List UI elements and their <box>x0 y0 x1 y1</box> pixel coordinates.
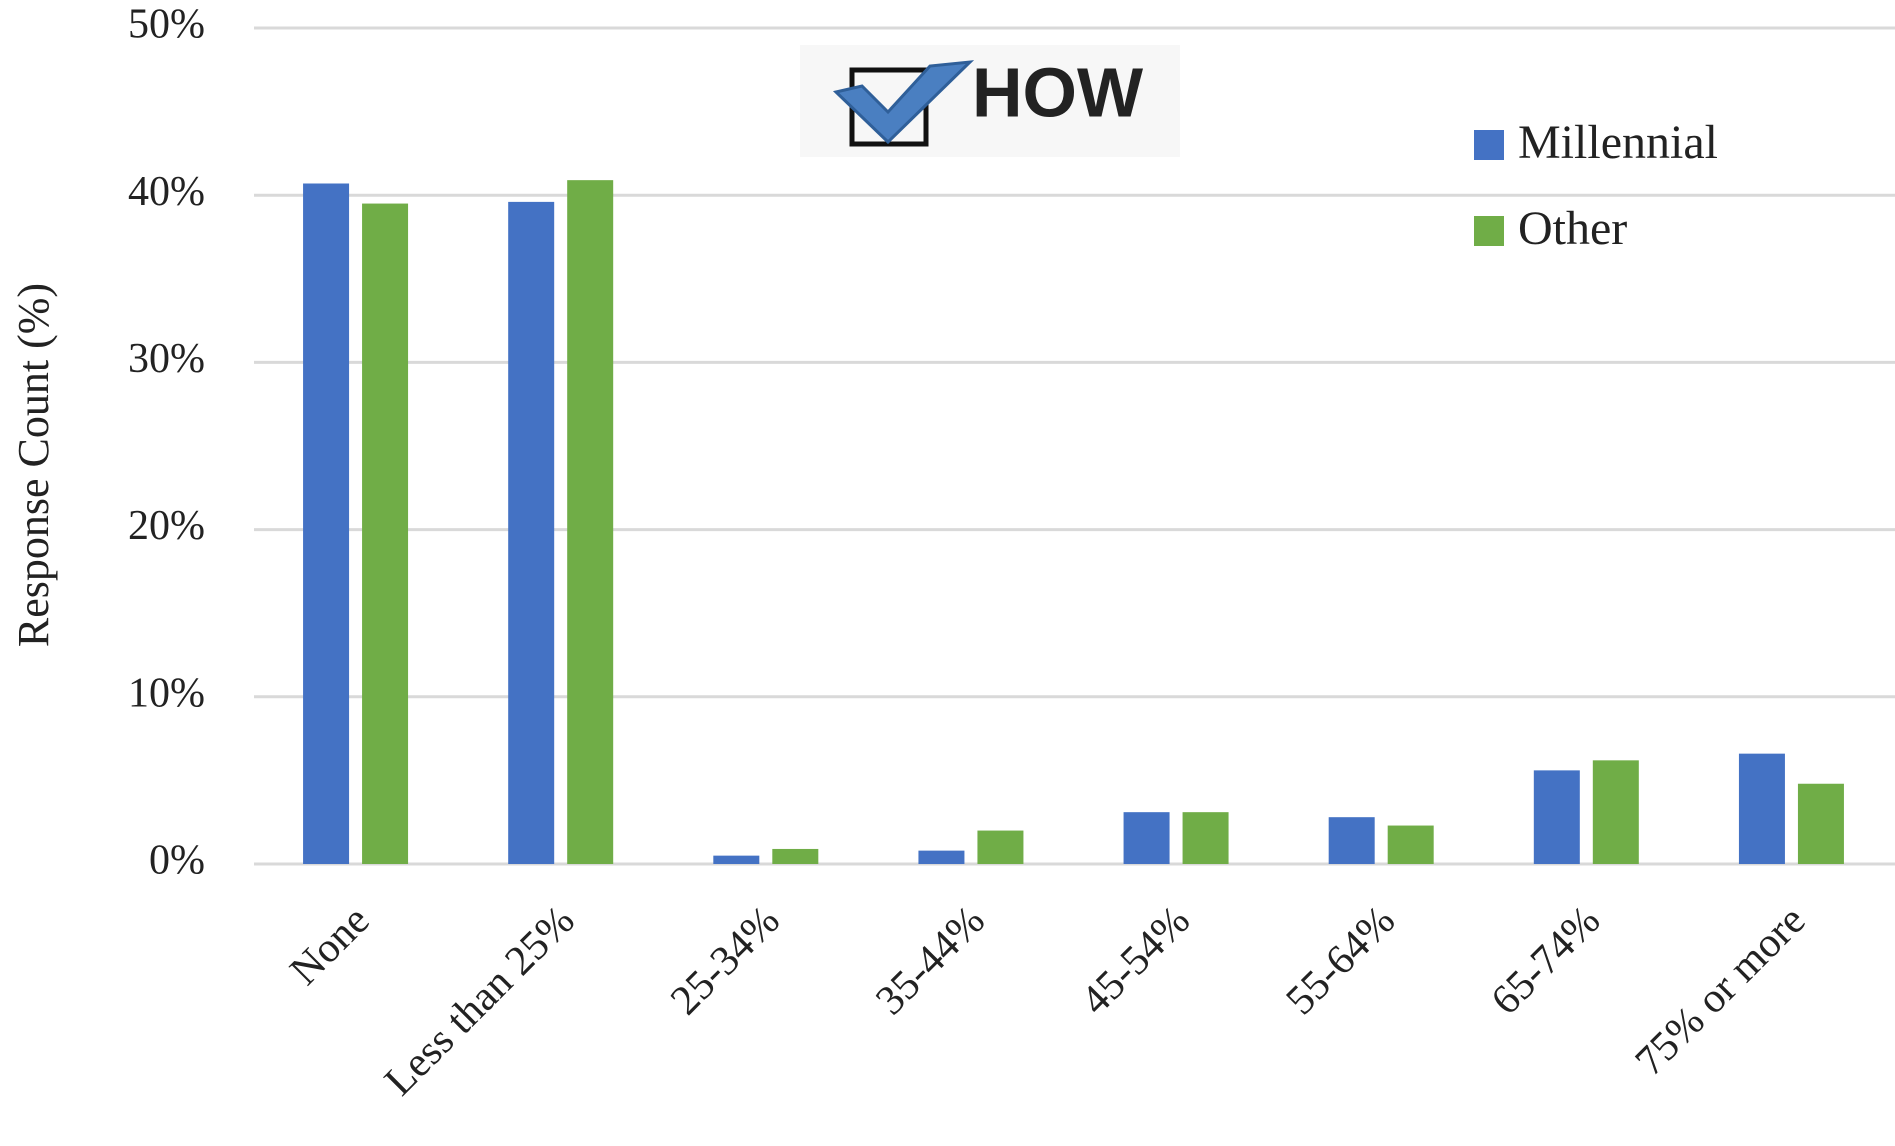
legend-label: Other <box>1518 202 1627 255</box>
y-tick-label: 40% <box>128 169 205 215</box>
x-tick-label: 75% or more <box>1627 897 1815 1085</box>
bar <box>303 183 350 865</box>
bar <box>508 201 555 864</box>
x-tick-label: Less than 25% <box>376 897 583 1104</box>
bar <box>1533 770 1580 864</box>
bar <box>772 848 819 864</box>
y-tick-label: 50% <box>128 2 205 48</box>
logo: HOW <box>800 45 1180 157</box>
x-tick-label: 65-74% <box>1483 897 1610 1024</box>
bar <box>1738 753 1785 864</box>
bar <box>713 855 760 864</box>
y-tick-label: 30% <box>128 336 205 382</box>
legend-swatch <box>1474 216 1504 246</box>
x-tick-label: None <box>282 897 379 994</box>
logo-check <box>832 60 975 145</box>
x-tick-label: 35-44% <box>867 897 994 1024</box>
x-tick-label: 55-64% <box>1278 897 1405 1024</box>
y-tick-label: 20% <box>128 503 205 549</box>
bar <box>1387 825 1434 864</box>
bar <box>1182 812 1229 864</box>
bar <box>567 180 614 865</box>
bar <box>362 203 409 864</box>
legend-label: Millennial <box>1518 116 1718 169</box>
x-tick-label: 25-34% <box>662 897 789 1024</box>
y-axis-label: Response Count (%) <box>9 283 58 647</box>
y-tick-label: 0% <box>149 838 205 884</box>
bar <box>918 850 965 864</box>
legend-swatch <box>1474 130 1504 160</box>
bar <box>1328 817 1375 864</box>
bar <box>1123 812 1170 864</box>
x-tick-label: 45-54% <box>1072 897 1199 1024</box>
y-tick-label: 10% <box>128 670 205 716</box>
bar <box>1592 760 1639 864</box>
logo-text: HOW <box>972 53 1143 131</box>
bar <box>977 830 1024 864</box>
bar <box>1797 783 1844 864</box>
